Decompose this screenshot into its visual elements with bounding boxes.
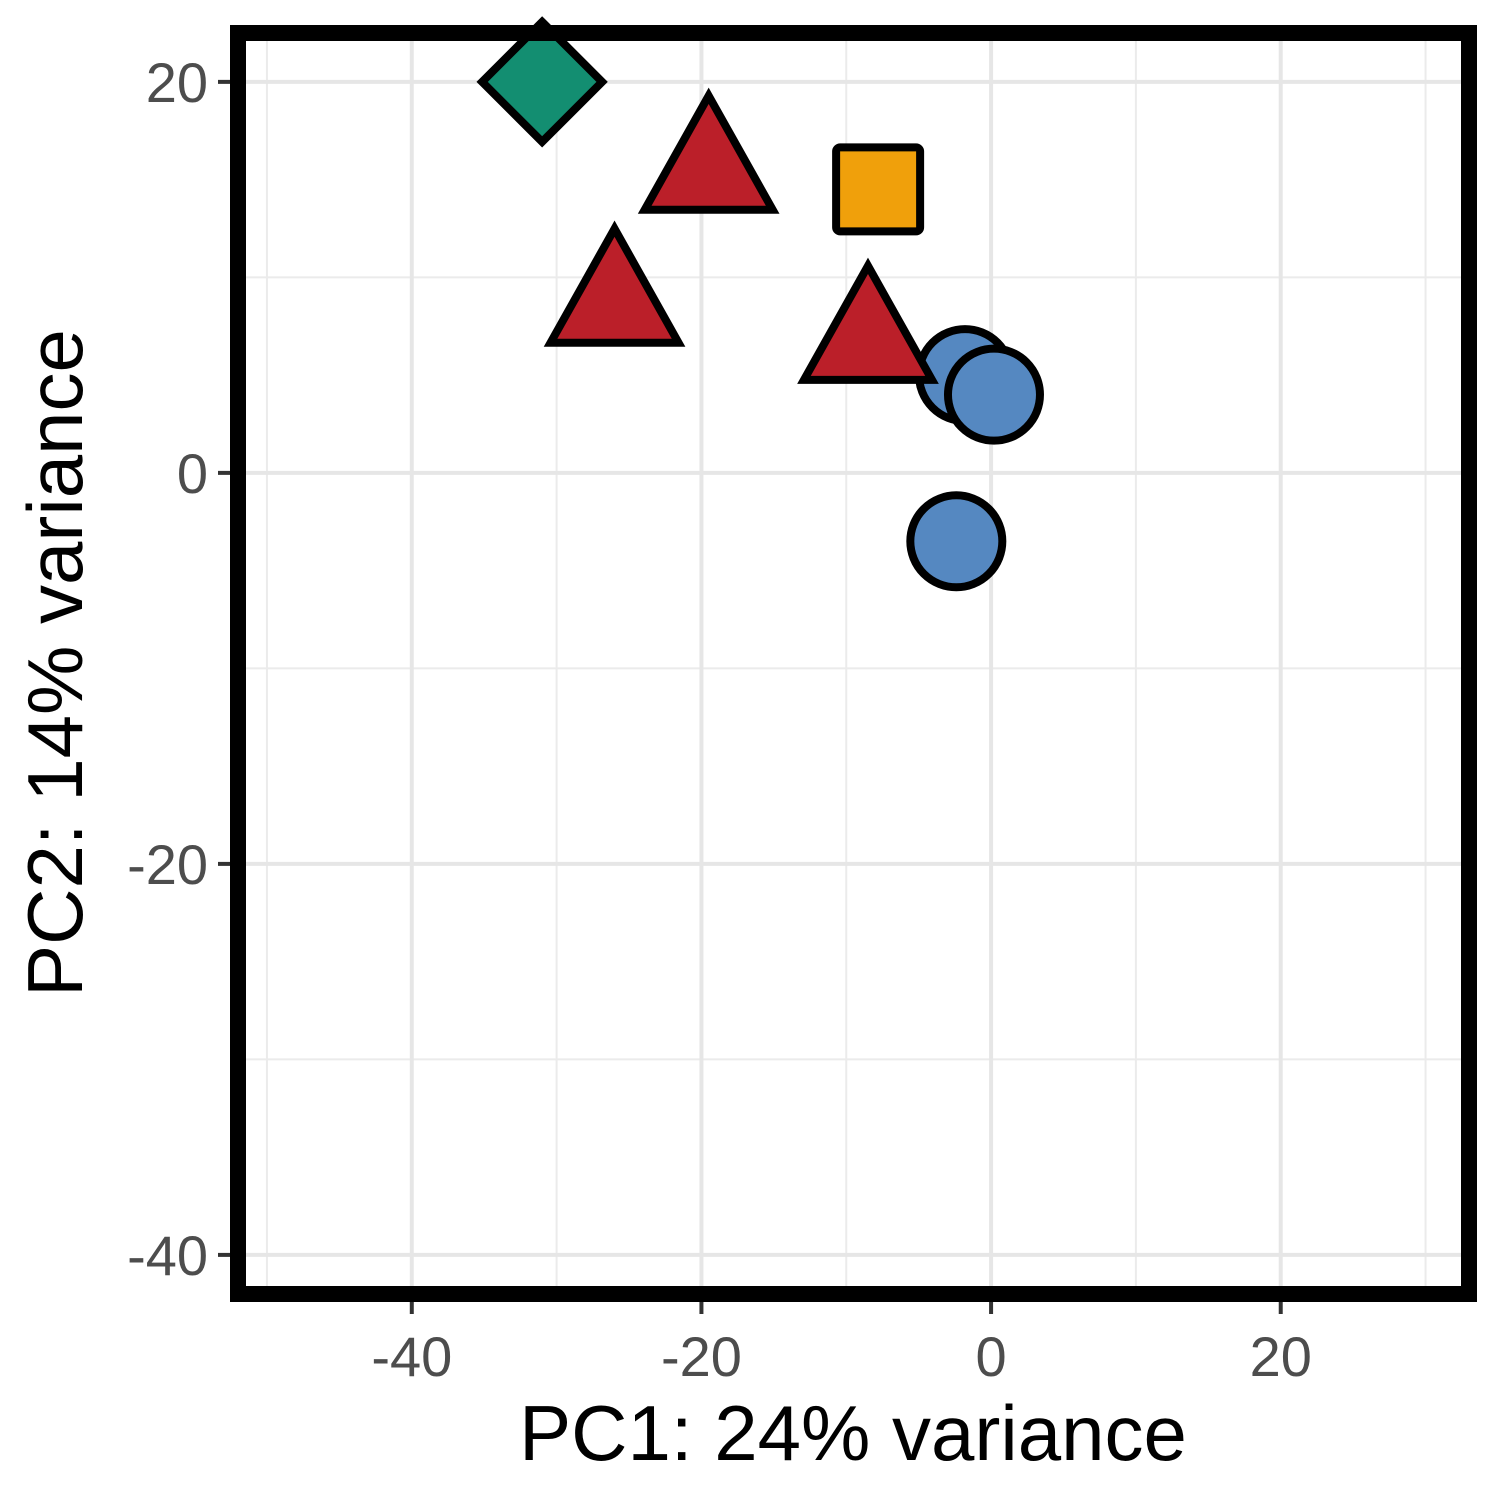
minor-gridlines (238, 33, 1469, 1294)
data-point-triangle (543, 220, 686, 347)
y-tick-label: -40 (127, 1224, 208, 1287)
data-point-square (832, 143, 925, 236)
data-point-triangle (637, 87, 780, 214)
x-tick-label: -40 (371, 1325, 452, 1388)
data-point-circle (943, 344, 1044, 445)
data-points (476, 16, 1044, 592)
major-gridlines (238, 33, 1469, 1294)
y-tick-label: 20 (146, 51, 208, 114)
x-tick-label: 20 (1250, 1325, 1312, 1388)
plot-border (230, 25, 1477, 1302)
data-point-diamond (476, 16, 608, 148)
x-axis-title: PC1: 24% variance (519, 1389, 1187, 1477)
plot-background (238, 33, 1469, 1294)
data-point-triangle (797, 257, 939, 384)
y-tick-label: -20 (127, 833, 208, 896)
y-axis-title: PC2: 14% variance (11, 329, 99, 997)
data-point-circle (906, 491, 1007, 592)
y-tick-label: 0 (177, 442, 208, 505)
x-tick-label: 0 (976, 1325, 1007, 1388)
y-axis-ticks: -40 -20 0 20 (127, 51, 230, 1287)
x-tick-label: -20 (661, 1325, 742, 1388)
x-axis-ticks: -40 -20 0 20 (371, 1302, 1312, 1388)
